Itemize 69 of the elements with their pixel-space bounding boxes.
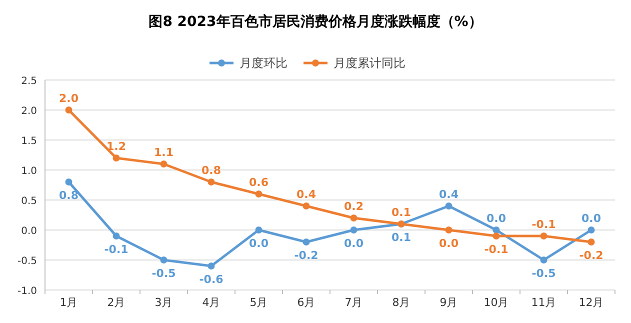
x-tick-label: 10月 <box>484 296 509 309</box>
legend-label: 月度环比 <box>240 56 288 70</box>
point <box>492 232 500 240</box>
point <box>255 226 262 234</box>
data-label: -0.1 <box>484 243 508 256</box>
point <box>492 226 500 234</box>
x-tick-label: 11月 <box>531 296 556 309</box>
data-label: 0.6 <box>249 176 269 189</box>
x-tick-label: 2月 <box>107 296 126 309</box>
y-tick-label: 0.0 <box>21 226 37 237</box>
y-tick-label: -0.5 <box>17 256 37 267</box>
data-label: 0.0 <box>344 237 364 250</box>
x-tick-label: 6月 <box>297 296 316 309</box>
x-tick-label: 1月 <box>60 296 78 309</box>
point <box>112 232 120 240</box>
x-tick-label: 7月 <box>344 296 363 309</box>
point <box>65 178 72 186</box>
data-label: 1.2 <box>106 140 126 153</box>
data-label: 0.4 <box>439 188 459 201</box>
data-label: 0.0 <box>582 212 602 225</box>
x-tick-label: 4月 <box>202 296 220 309</box>
point <box>302 202 310 210</box>
point <box>588 238 595 246</box>
x-tick-label: 3月 <box>154 296 173 309</box>
point <box>588 226 595 234</box>
data-label: 0.2 <box>344 200 364 213</box>
point <box>350 214 358 222</box>
data-label: 2.0 <box>59 92 79 105</box>
point <box>540 232 548 240</box>
legend-label: 月度累计同比 <box>334 56 406 70</box>
point <box>350 226 358 234</box>
y-tick-label: 2.5 <box>21 76 37 87</box>
point <box>540 256 548 264</box>
y-tick-label: 1.0 <box>21 166 37 177</box>
y-tick-label: -1.0 <box>17 286 37 297</box>
data-label: 0.0 <box>486 212 506 225</box>
y-tick-label: 0.5 <box>21 196 37 207</box>
data-label: -0.6 <box>199 273 224 286</box>
y-tick-label: 1.5 <box>21 136 37 147</box>
data-label: 0.8 <box>202 164 221 177</box>
data-label: 0.1 <box>392 231 411 244</box>
data-label: 0.0 <box>249 237 269 250</box>
point <box>112 154 120 162</box>
data-label: 0.1 <box>392 206 411 219</box>
data-label: -0.2 <box>294 249 318 262</box>
point <box>208 262 215 270</box>
data-label: 1.1 <box>154 146 174 159</box>
point <box>160 160 168 168</box>
point <box>65 106 72 114</box>
point <box>255 190 262 198</box>
chart-title: 图8 2023年百色市居民消费价格月度涨跌幅度（%） <box>148 13 482 30</box>
x-tick-label: 8月 <box>392 296 410 309</box>
point <box>208 178 215 186</box>
x-tick-label: 5月 <box>250 296 268 309</box>
y-tick-label: 2.0 <box>21 106 37 117</box>
data-label: -0.2 <box>579 249 604 262</box>
data-label: -0.1 <box>104 243 128 256</box>
point <box>160 256 168 264</box>
x-tick-label: 12月 <box>578 296 604 309</box>
point <box>445 226 452 234</box>
data-label: -0.5 <box>152 267 176 280</box>
point <box>302 238 310 246</box>
data-label: 0.0 <box>439 237 459 250</box>
point <box>445 202 452 210</box>
x-tick-label: 9月 <box>440 296 458 309</box>
data-label: 0.8 <box>59 189 78 202</box>
data-label: -0.1 <box>532 218 556 231</box>
data-label: 0.4 <box>296 188 316 201</box>
data-label: -0.5 <box>532 267 556 280</box>
